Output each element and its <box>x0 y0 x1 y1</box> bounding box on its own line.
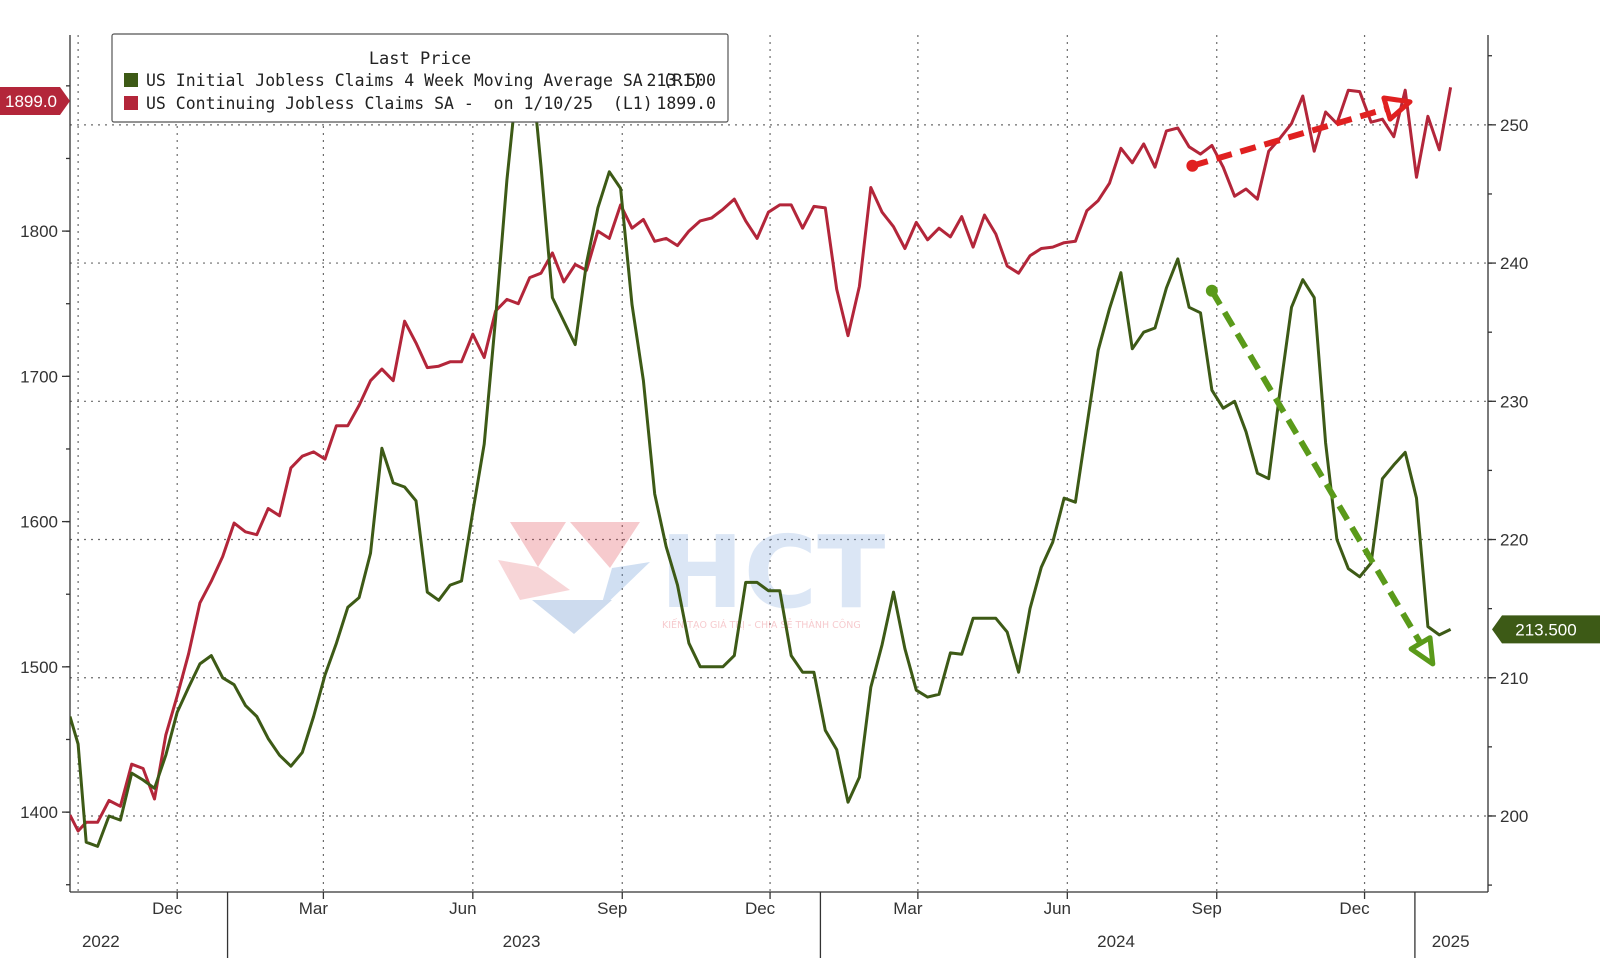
right-last-value-tag: 213.500 <box>1492 615 1600 644</box>
legend: Last Price US Initial Jobless Claims 4 We… <box>111 33 729 123</box>
x-month-label: Mar <box>299 899 329 918</box>
legend-header: Last Price <box>369 49 471 69</box>
left-axis-tick-label: 1700 <box>20 367 58 386</box>
continuing-claims-line <box>70 87 1453 833</box>
x-month-label: Dec <box>152 899 183 918</box>
initial-trend-arrow <box>1205 284 1436 667</box>
watermark-shape <box>570 522 640 568</box>
x-month-label: Sep <box>1192 899 1222 918</box>
left-axis-tick-label: 1800 <box>20 222 58 241</box>
x-month-label: Mar <box>893 899 923 918</box>
x-month-label: Jun <box>449 899 476 918</box>
left-axis-tick-label: 1400 <box>20 803 58 822</box>
watermark-shape <box>532 600 612 634</box>
legend-swatch <box>124 96 138 110</box>
trend-arrow-start-dot <box>1205 284 1218 297</box>
trend-arrow-shaft <box>1209 289 1424 645</box>
trend-arrows <box>1186 95 1436 667</box>
x-year-label: 2025 <box>1432 932 1470 951</box>
watermark-brand: HCT <box>660 514 885 631</box>
right-axis-tick-label: 250 <box>1500 116 1528 135</box>
trend-arrow-head <box>1408 635 1436 667</box>
grid <box>70 35 1488 892</box>
right-tag-shape <box>1492 615 1600 644</box>
right-axis-tick-label: 200 <box>1500 807 1528 826</box>
x-year-label: 2023 <box>503 932 541 951</box>
watermark-tagline: KIẾN TẠO GIÁ TRỊ - CHIA SẺ THÀNH CÔNG <box>662 619 861 631</box>
x-month-label: Dec <box>745 899 776 918</box>
right-tag-value: 213.500 <box>1515 620 1576 639</box>
left-last-value-tag: 1899.0 <box>0 87 70 115</box>
watermark-shape <box>600 562 650 610</box>
left-axis-tick-label: 1500 <box>20 658 58 677</box>
last-value-tags: 1899.0 213.500 <box>0 87 1600 644</box>
right-axis-tick-label: 210 <box>1500 669 1528 688</box>
x-month-label: Jun <box>1044 899 1071 918</box>
legend-box <box>111 33 729 123</box>
legend-entry-value: 213.500 <box>646 71 716 90</box>
x-year-label: 2024 <box>1097 932 1135 951</box>
watermark-shape <box>498 560 570 600</box>
watermark-shape <box>510 522 566 567</box>
legend-entry-label: US Initial Jobless Claims 4 Week Moving … <box>146 71 702 90</box>
series <box>70 47 1453 848</box>
trend-arrow-start-dot <box>1186 159 1199 172</box>
trend-arrow-shaft <box>1191 105 1388 169</box>
legend-swatch <box>124 73 138 87</box>
right-axis-tick-label: 230 <box>1500 392 1528 411</box>
x-month-label: Dec <box>1339 899 1370 918</box>
axes: Dec Mar Jun Sep Dec Mar Jun Sep Dec 2022 2023 2024 2… <box>20 35 1528 958</box>
trend-arrow-head <box>1381 95 1413 122</box>
right-axis-tick-label: 220 <box>1500 531 1528 550</box>
initial-claims-line <box>70 47 1452 848</box>
left-axis-tick-label: 1600 <box>20 513 58 532</box>
left-tag-shape <box>0 87 70 115</box>
left-tag-value: 1899.0 <box>5 92 57 111</box>
legend-entry-label: US Continuing Jobless Claims SA - on 1/1… <box>146 94 653 113</box>
legend-entry-value: 1899.0 <box>656 94 716 113</box>
x-year-label: 2022 <box>82 932 120 951</box>
continuing-trend-arrow <box>1186 95 1413 172</box>
x-month-label: Sep <box>597 899 627 918</box>
right-axis-tick-label: 240 <box>1500 254 1528 273</box>
